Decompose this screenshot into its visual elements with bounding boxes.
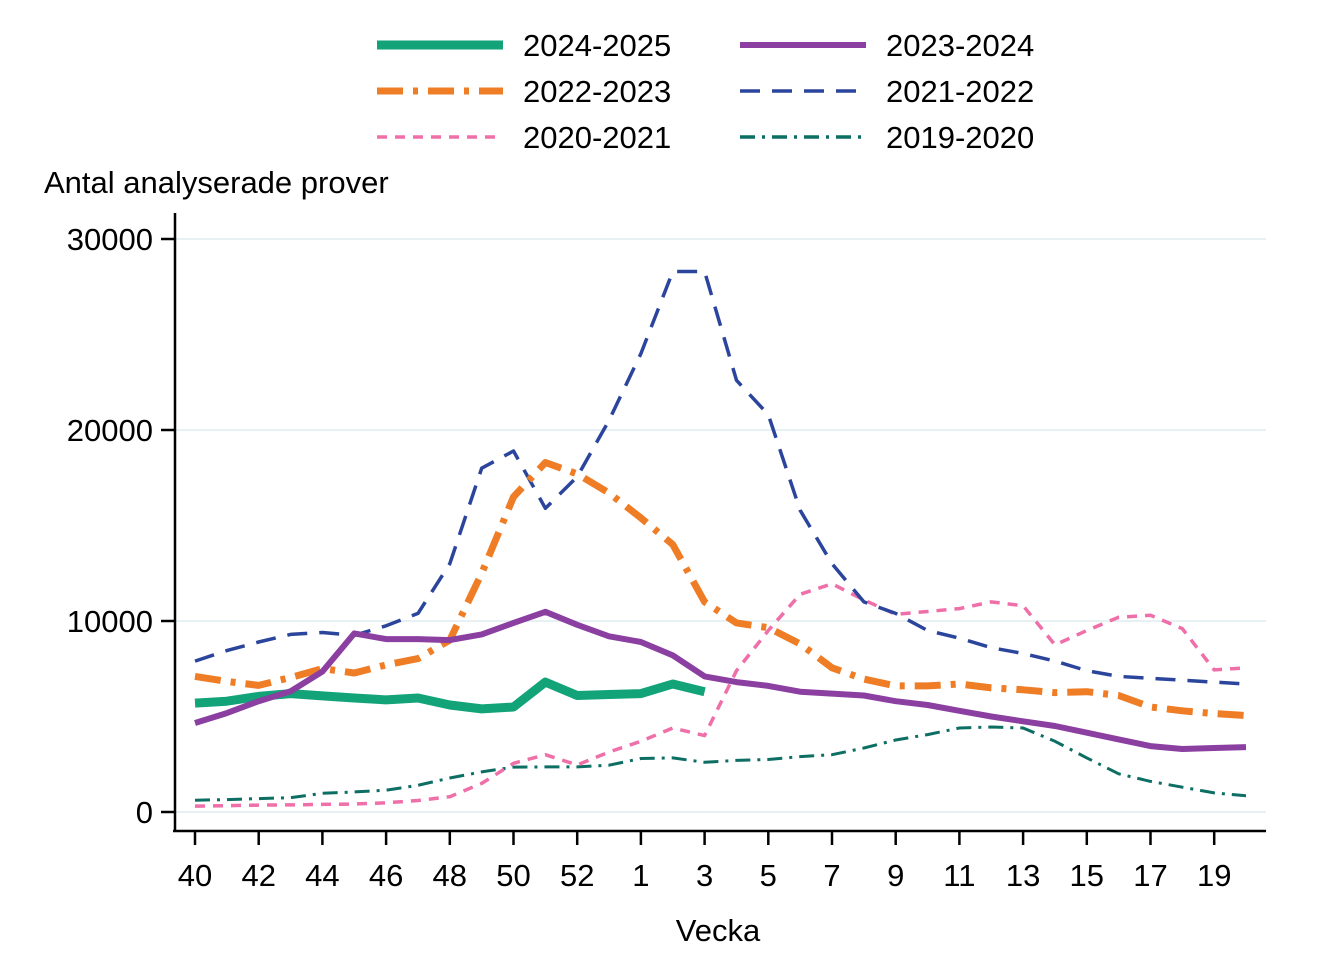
axes [173, 213, 1266, 833]
legend-item-2020-2021: 2020-2021 [377, 120, 671, 155]
y-tick-label: 20000 [67, 413, 153, 448]
series-line-2021-2022 [194, 269, 1247, 686]
y-tick-label: 0 [136, 795, 153, 830]
legend: 2024-2025 2023-2024 2022-2023 2021-2022 2020… [377, 28, 1034, 155]
gridlines [175, 238, 1266, 813]
x-tick-label: 15 [1070, 858, 1104, 893]
x-tick-label: 17 [1133, 858, 1167, 893]
x-tick-label: 11 [943, 858, 975, 893]
legend-label: 2020-2021 [523, 120, 671, 155]
y-tick-label: 10000 [67, 604, 153, 639]
x-tick-label: 7 [823, 858, 840, 893]
series-line-2020-2021 [194, 582, 1247, 808]
x-axis-title: Vecka [676, 913, 761, 948]
legend-item-2019-2020: 2019-2020 [740, 120, 1034, 155]
series-lines [194, 269, 1247, 808]
x-axis-ticks: 40 42 44 46 48 50 52 1 3 5 7 9 11 13 15 17 19 [178, 831, 1231, 893]
legend-label: 2019-2020 [886, 120, 1034, 155]
x-tick-label: 3 [696, 858, 713, 893]
x-tick-label: 44 [305, 858, 339, 893]
series-line-2023-2024 [194, 608, 1247, 752]
x-tick-label: 19 [1197, 858, 1231, 893]
legend-item-2024-2025: 2024-2025 [377, 28, 671, 63]
series-line-2022-2023 [194, 459, 1247, 719]
x-tick-label: 13 [1006, 858, 1040, 893]
x-tick-label: 52 [560, 858, 594, 893]
x-tick-label: 40 [178, 858, 212, 893]
legend-item-2021-2022: 2021-2022 [740, 74, 1034, 109]
series-line-2019-2020 [194, 725, 1247, 802]
x-tick-label: 48 [433, 858, 467, 893]
y-axis-ticks: 0 10000 20000 30000 [67, 222, 175, 830]
y-axis-title: Antal analyserade prover [44, 165, 389, 200]
legend-label: 2024-2025 [523, 28, 671, 63]
x-tick-label: 9 [887, 858, 904, 893]
y-tick-label: 30000 [67, 222, 153, 257]
x-tick-label: 5 [760, 858, 777, 893]
legend-label: 2021-2022 [886, 74, 1034, 109]
x-tick-label: 46 [369, 858, 403, 893]
legend-label: 2022-2023 [523, 74, 671, 109]
legend-label: 2023-2024 [886, 28, 1034, 63]
x-tick-label: 50 [496, 858, 530, 893]
legend-item-2023-2024: 2023-2024 [740, 28, 1034, 63]
legend-item-2022-2023: 2022-2023 [377, 74, 671, 109]
x-tick-label: 1 [632, 858, 649, 893]
x-tick-label: 42 [241, 858, 275, 893]
